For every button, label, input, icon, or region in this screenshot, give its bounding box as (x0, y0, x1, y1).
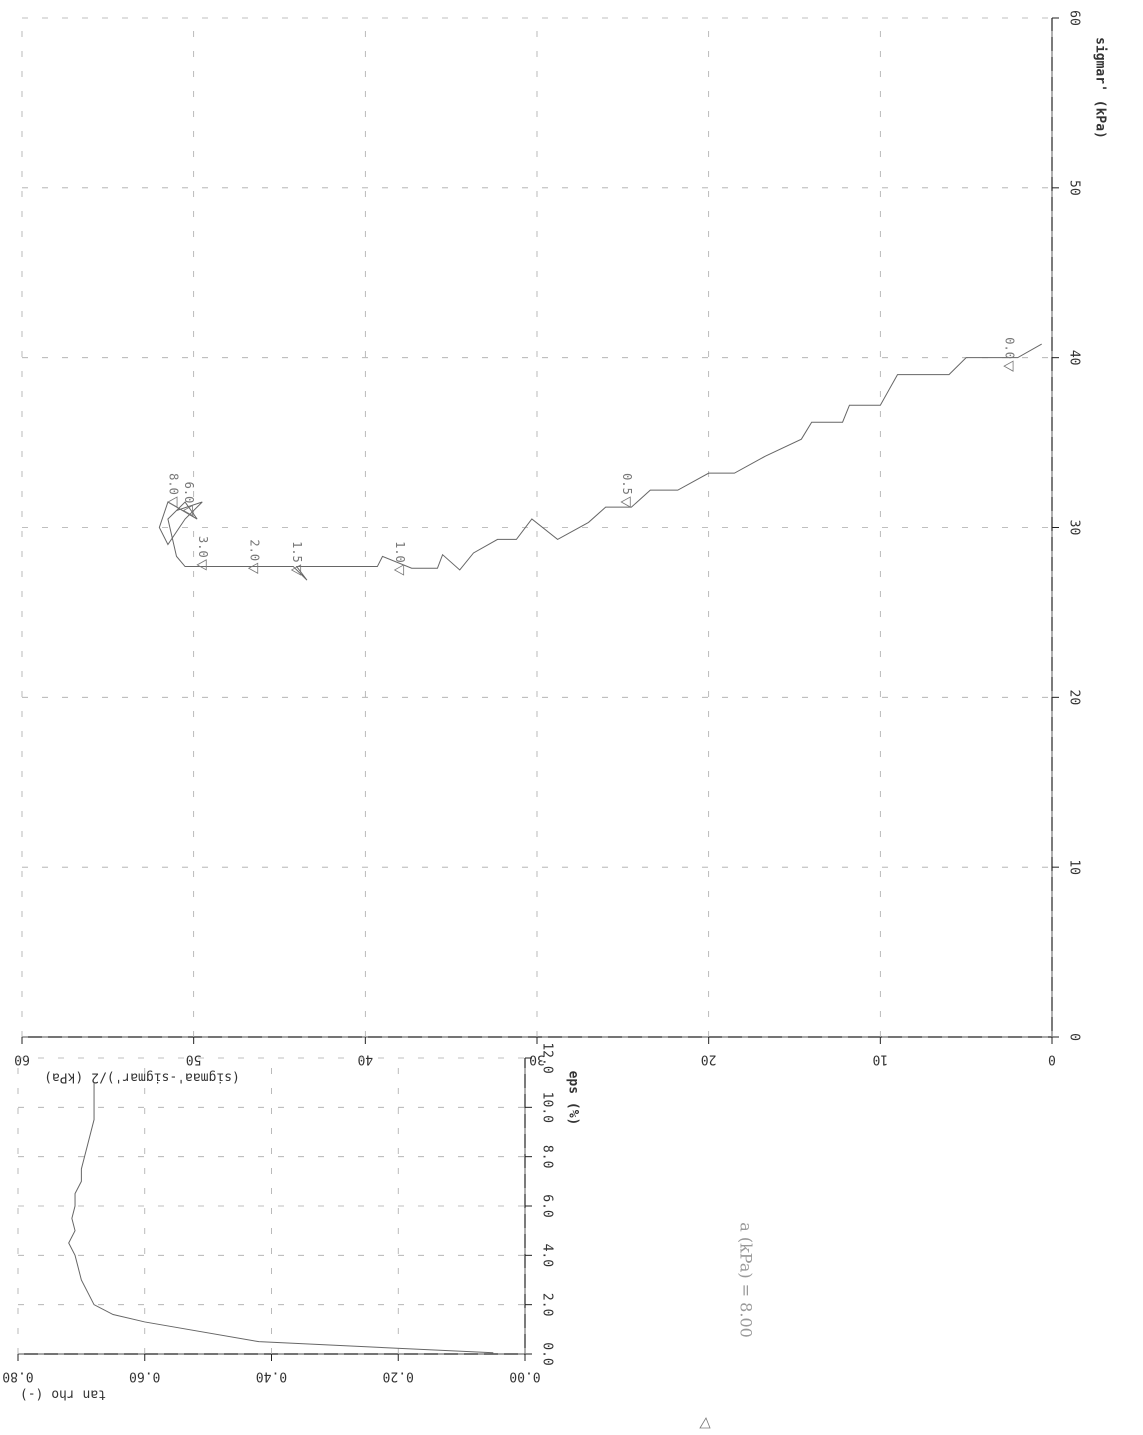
x-tick-label: 2.0 (540, 1293, 555, 1316)
y-axis-title: (sigmaa'-sigmar')/2 (kPa) (44, 1070, 240, 1085)
marker (247, 562, 259, 574)
y-tick-label: 40 (358, 1052, 374, 1067)
y-tick-label: 20 (701, 1052, 717, 1067)
legend-marker (699, 1417, 711, 1429)
y-tick-label: 0.00 (509, 1369, 540, 1384)
x-tick-label: 4.0 (540, 1244, 555, 1267)
x-tick-label: 10.0 (540, 1092, 555, 1123)
point-label: 6.0 (182, 482, 196, 504)
x-tick-label: 0.0 (540, 1342, 555, 1365)
y-axis-title: tan rho (-) (20, 1387, 106, 1402)
point-label: 1.5 (290, 541, 304, 563)
y-tick-label: 0.20 (383, 1369, 414, 1384)
y-tick-label: 10 (873, 1052, 889, 1067)
y-tick-label: 50 (186, 1052, 202, 1067)
y-tick-label: 0.40 (256, 1369, 287, 1384)
x-tick-label: 10 (1067, 859, 1082, 875)
y-tick-label: 0 (1048, 1052, 1056, 1067)
marker (1003, 360, 1014, 372)
data-line (158, 343, 1042, 581)
marker (196, 559, 207, 571)
marker (167, 496, 178, 508)
x-tick-label: 12.0 (540, 1042, 555, 1073)
y-tick-label: 60 (14, 1052, 30, 1067)
x-tick-label: 6.0 (540, 1194, 555, 1217)
x-axis-title: eps (%) (566, 1071, 581, 1126)
point-label: 8.0 (167, 473, 181, 495)
point-label: 0.5 (620, 473, 634, 495)
point-label: 3.0 (196, 536, 210, 558)
marker (393, 564, 405, 576)
y-tick-label: 30 (529, 1052, 545, 1067)
marker (620, 496, 631, 508)
y-tick-label: 0.60 (129, 1369, 160, 1384)
annotation: a (kPa) = 8.00 (737, 1222, 756, 1338)
x-tick-label: 0 (1067, 1033, 1082, 1041)
x-tick-label: 30 (1067, 520, 1082, 536)
x-tick-label: 8.0 (540, 1145, 555, 1168)
point-label: 1.0 (393, 541, 407, 563)
point-label: 2.0 (247, 539, 261, 561)
y-tick-label: 0.80 (2, 1369, 33, 1384)
x-tick-label: 60 (1067, 10, 1082, 26)
marker (182, 504, 193, 517)
marker (290, 564, 302, 576)
data-line (68, 1082, 494, 1354)
point-label: 0.0 (1003, 337, 1017, 359)
x-axis-title: sigmar' (kPa) (1093, 37, 1108, 139)
x-tick-label: 50 (1067, 180, 1082, 196)
x-tick-label: 40 (1067, 350, 1082, 366)
x-tick-label: 20 (1067, 690, 1082, 706)
